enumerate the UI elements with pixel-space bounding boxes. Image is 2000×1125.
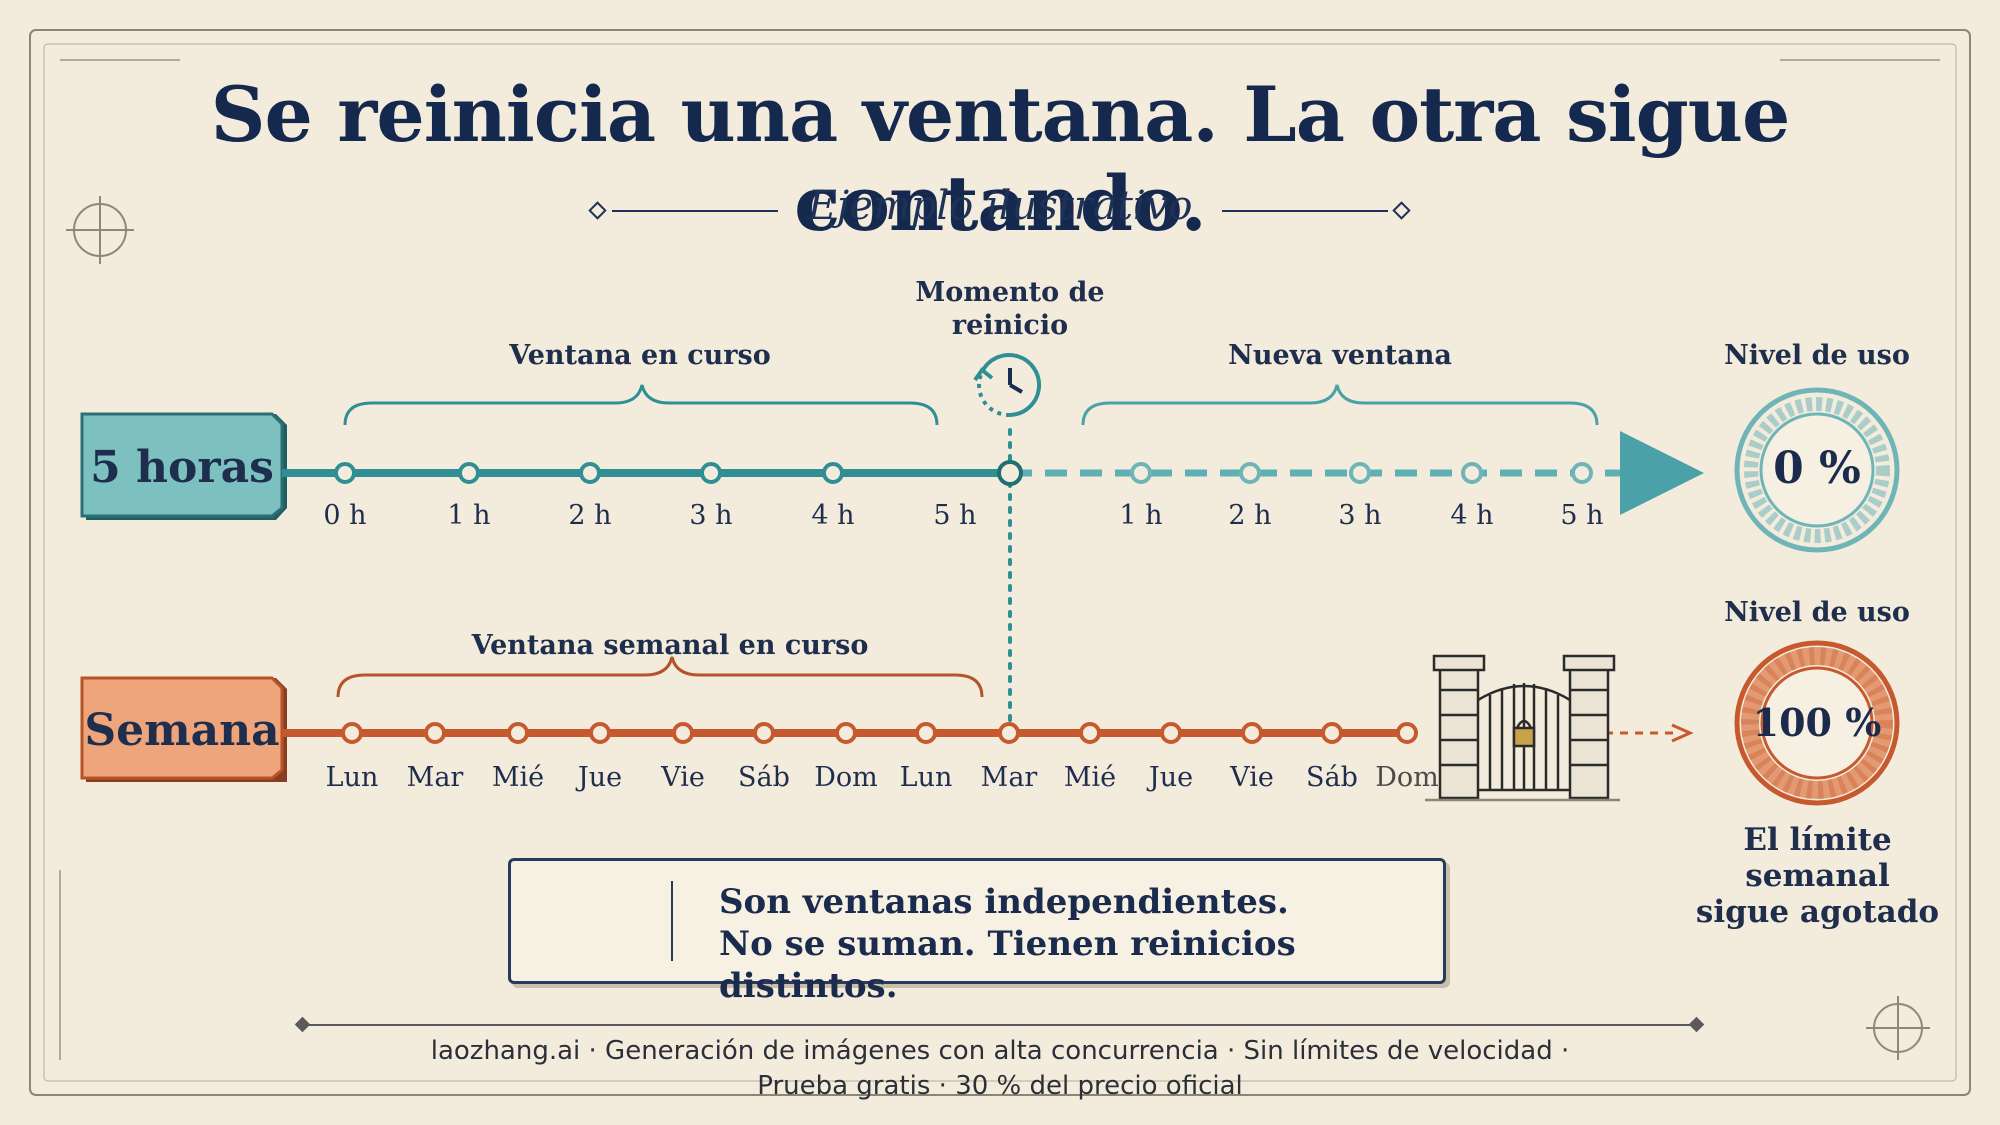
reset-label: Momento de reinicio (915, 277, 1105, 341)
five-hours-node (822, 462, 844, 484)
five-hours-tag (80, 412, 287, 520)
reset-node (997, 460, 1023, 486)
tick-label: Jue (577, 762, 623, 793)
five-hours-tag-label: 5 horas (90, 442, 274, 493)
five-hours-new-node (1571, 462, 1593, 484)
week-blocked-arrowhead (1671, 723, 1694, 743)
tick-label: Mié (1063, 762, 1117, 793)
tick-label: 5 h (933, 500, 977, 531)
tick-label: Vie (661, 762, 705, 793)
gate-lock-icon (1425, 654, 1620, 802)
tick-label: 3 h (1338, 500, 1382, 531)
week-node (1160, 722, 1182, 744)
week-node (1321, 722, 1343, 744)
tick-label: 1 h (447, 500, 491, 531)
tick-label: Sáb (1306, 762, 1358, 793)
tick-label: 4 h (811, 500, 855, 531)
tick-label: 1 h (1119, 500, 1163, 531)
week-usage-gauge (1734, 640, 1900, 806)
week-tag (80, 676, 287, 782)
page-subtitle: Ejemplo ilustrativo (807, 183, 1193, 229)
week-node (1241, 722, 1263, 744)
tick-label: Dom (814, 762, 878, 793)
tick-label: Mar (406, 762, 464, 793)
five-hours-usage-label: Nivel de uso (1724, 340, 1910, 371)
week-usage-label: Nivel de uso (1724, 597, 1910, 628)
week-node (507, 722, 529, 744)
page-title: Se reinicia una ventana. La otra sigue c… (210, 70, 1791, 248)
tick-label: Jue (1148, 762, 1194, 793)
footer-rule (294, 1016, 1705, 1033)
five-hours-usage-value: 0 % (1773, 443, 1861, 494)
week-node (589, 722, 611, 744)
five-hours-usage-gauge (1734, 387, 1900, 553)
week-tag-label: Semana (84, 705, 280, 756)
five-hours-node (334, 462, 356, 484)
tick-label: 5 h (1560, 500, 1604, 531)
tick-label: Mié (491, 762, 545, 793)
five-hours-node (700, 462, 722, 484)
footer-line-1: laozhang.ai · Generación de imágenes con… (430, 1036, 1570, 1066)
crosshair-ornament-icon (1866, 996, 1930, 1060)
independence-callout: Son ventanas independientes. No se suman… (508, 858, 1446, 1006)
week-node (835, 722, 857, 744)
page-frame (29, 29, 1971, 1096)
tick-label: Sáb (738, 762, 790, 793)
week-node (998, 722, 1020, 744)
week-node (1079, 722, 1101, 744)
weekly-window-label: Ventana semanal en curso (471, 630, 869, 661)
week-node (915, 722, 937, 744)
tick-label: 0 h (323, 500, 367, 531)
tick-label: Dom (1375, 762, 1439, 793)
tick-label: Vie (1230, 762, 1274, 793)
tick-label: Lun (325, 762, 379, 793)
weekly-limit-note-line: semanal (1745, 858, 1890, 894)
clock-reset-icon (973, 353, 1042, 418)
callout-line-1: Son ventanas independientes. (719, 882, 1289, 922)
week-node (672, 722, 694, 744)
five-hours-node (458, 462, 480, 484)
weekly-window-brace (336, 656, 984, 698)
week-node (1396, 722, 1418, 744)
tick-label: 3 h (689, 500, 733, 531)
subtitle-ornament (588, 201, 1411, 220)
five-hours-new-node (1130, 462, 1152, 484)
week-node (424, 722, 446, 744)
tick-label: 2 h (568, 500, 612, 531)
five-hours-node (579, 462, 601, 484)
tick-label: 4 h (1450, 500, 1494, 531)
week-node (341, 722, 363, 744)
tick-label: 2 h (1228, 500, 1272, 531)
current-window-label: Ventana en curso (509, 340, 771, 371)
five-hours-new-node (1239, 462, 1261, 484)
week-node (753, 722, 775, 744)
callout-text: Son ventanas independientes. No se suman… (719, 881, 1443, 1007)
crosshair-ornament-icon (66, 196, 134, 264)
weekly-limit-note-line: sigue agotado (1695, 894, 1940, 930)
new-window-brace (1081, 384, 1599, 426)
new-window-label: Nueva ventana (1228, 340, 1452, 371)
tick-label: Lun (899, 762, 953, 793)
weekly-limit-note-line: El límite (1743, 822, 1892, 858)
week-usage-value: 100 % (1752, 700, 1882, 745)
current-window-brace (343, 384, 939, 426)
five-hours-new-node (1349, 462, 1371, 484)
tick-label: Mar (980, 762, 1038, 793)
five-hours-new-node (1461, 462, 1483, 484)
callout-divider (671, 881, 673, 961)
footer-line-2: Prueba gratis · 30 % del precio oficial (757, 1071, 1243, 1101)
weekly-limit-note: El límite semanal sigue agotado (1680, 822, 1955, 930)
callout-line-2: No se suman. Tienen reinicios distintos. (719, 924, 1296, 1006)
